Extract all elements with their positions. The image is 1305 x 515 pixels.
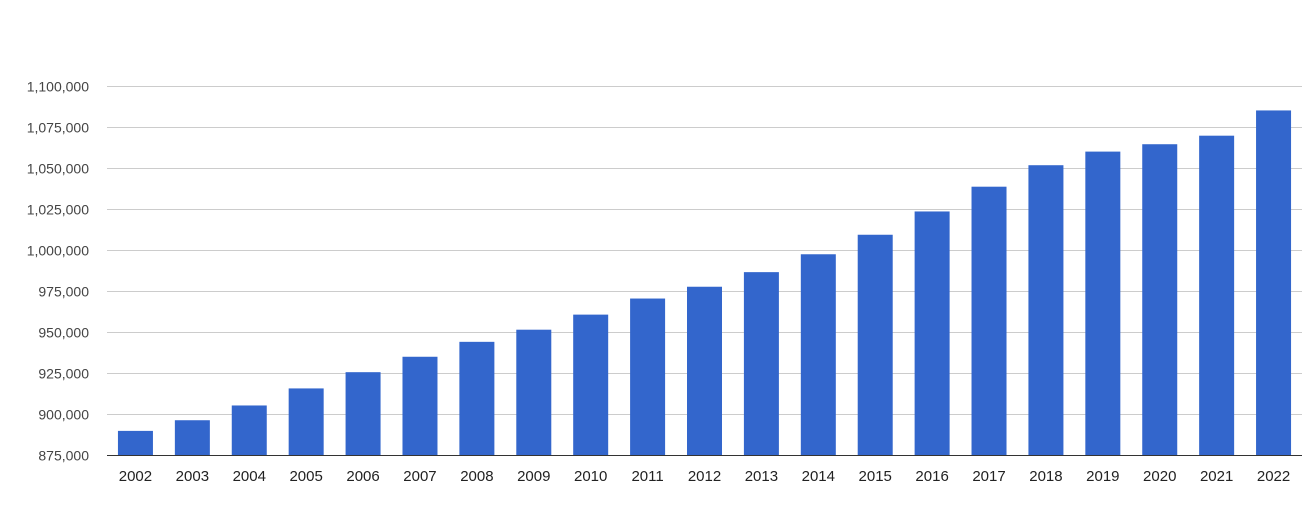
bar-2011 [630, 298, 666, 455]
x-tick-label: 2015 [859, 468, 892, 485]
y-tick-label: 1,050,000 [27, 161, 89, 177]
y-axis-tick-labels: 875,000 900,000 925,000 950,000 975,000 1,000… [27, 79, 90, 464]
bar-2008 [459, 341, 495, 455]
bar-2003 [174, 420, 210, 455]
y-tick-label: 1,075,000 [27, 120, 89, 136]
x-tick-label: 2012 [688, 468, 721, 485]
x-tick-label: 2014 [802, 468, 835, 485]
y-tick-label: 925,000 [38, 366, 89, 382]
y-tick-label: 1,000,000 [27, 243, 89, 259]
gridlines [107, 86, 1302, 415]
x-tick-label: 2017 [972, 468, 1005, 485]
bar-2015 [857, 234, 893, 455]
x-tick-label: 2011 [631, 468, 663, 485]
bar-2012 [687, 286, 722, 455]
x-tick-label: 2016 [915, 468, 948, 485]
x-tick-label: 2002 [119, 468, 152, 485]
x-tick-label: 2022 [1257, 468, 1290, 485]
bar-2022 [1256, 110, 1292, 455]
bar-2002 [117, 430, 153, 455]
bar-2018 [1028, 165, 1064, 455]
x-tick-label: 2018 [1029, 468, 1062, 485]
x-tick-label: 2005 [289, 468, 322, 485]
bar-2021 [1199, 135, 1235, 455]
x-tick-label: 2019 [1086, 468, 1119, 485]
bar-2017 [971, 186, 1007, 455]
x-tick-label: 2009 [517, 468, 550, 485]
y-tick-label: 900,000 [38, 407, 89, 423]
x-axis-tick-labels: 2002 2003 2004 2005 2006 2007 2008 2009 2010 2011… [119, 468, 1290, 485]
x-tick-label: 2020 [1143, 468, 1176, 485]
bar-2019 [1085, 151, 1121, 455]
x-tick-label: 2013 [745, 468, 778, 485]
bars [117, 110, 1292, 455]
x-tick-label: 2003 [176, 468, 209, 485]
y-tick-label: 950,000 [38, 325, 89, 341]
y-tick-label: 1,025,000 [27, 202, 89, 218]
bar-2004 [231, 405, 267, 455]
bar-2020 [1142, 144, 1178, 455]
y-tick-label: 975,000 [38, 284, 89, 300]
bar-2007 [402, 356, 438, 455]
y-tick-label: 1,100,000 [27, 79, 89, 95]
y-tick-label: 875,000 [38, 448, 89, 464]
bar-2016 [914, 211, 950, 455]
x-tick-label: 2010 [574, 468, 607, 485]
x-tick-label: 2007 [403, 468, 436, 485]
bar-2013 [743, 272, 779, 455]
x-tick-label: 2006 [346, 468, 379, 485]
bar-2006 [345, 372, 381, 455]
x-tick-label: 2021 [1200, 468, 1233, 485]
x-tick-label: 2008 [460, 468, 493, 485]
bar-2010 [573, 314, 609, 455]
bar-2005 [288, 388, 324, 455]
bar-2009 [516, 329, 552, 455]
x-tick-label: 2004 [233, 468, 266, 485]
bar-2014 [800, 254, 836, 455]
